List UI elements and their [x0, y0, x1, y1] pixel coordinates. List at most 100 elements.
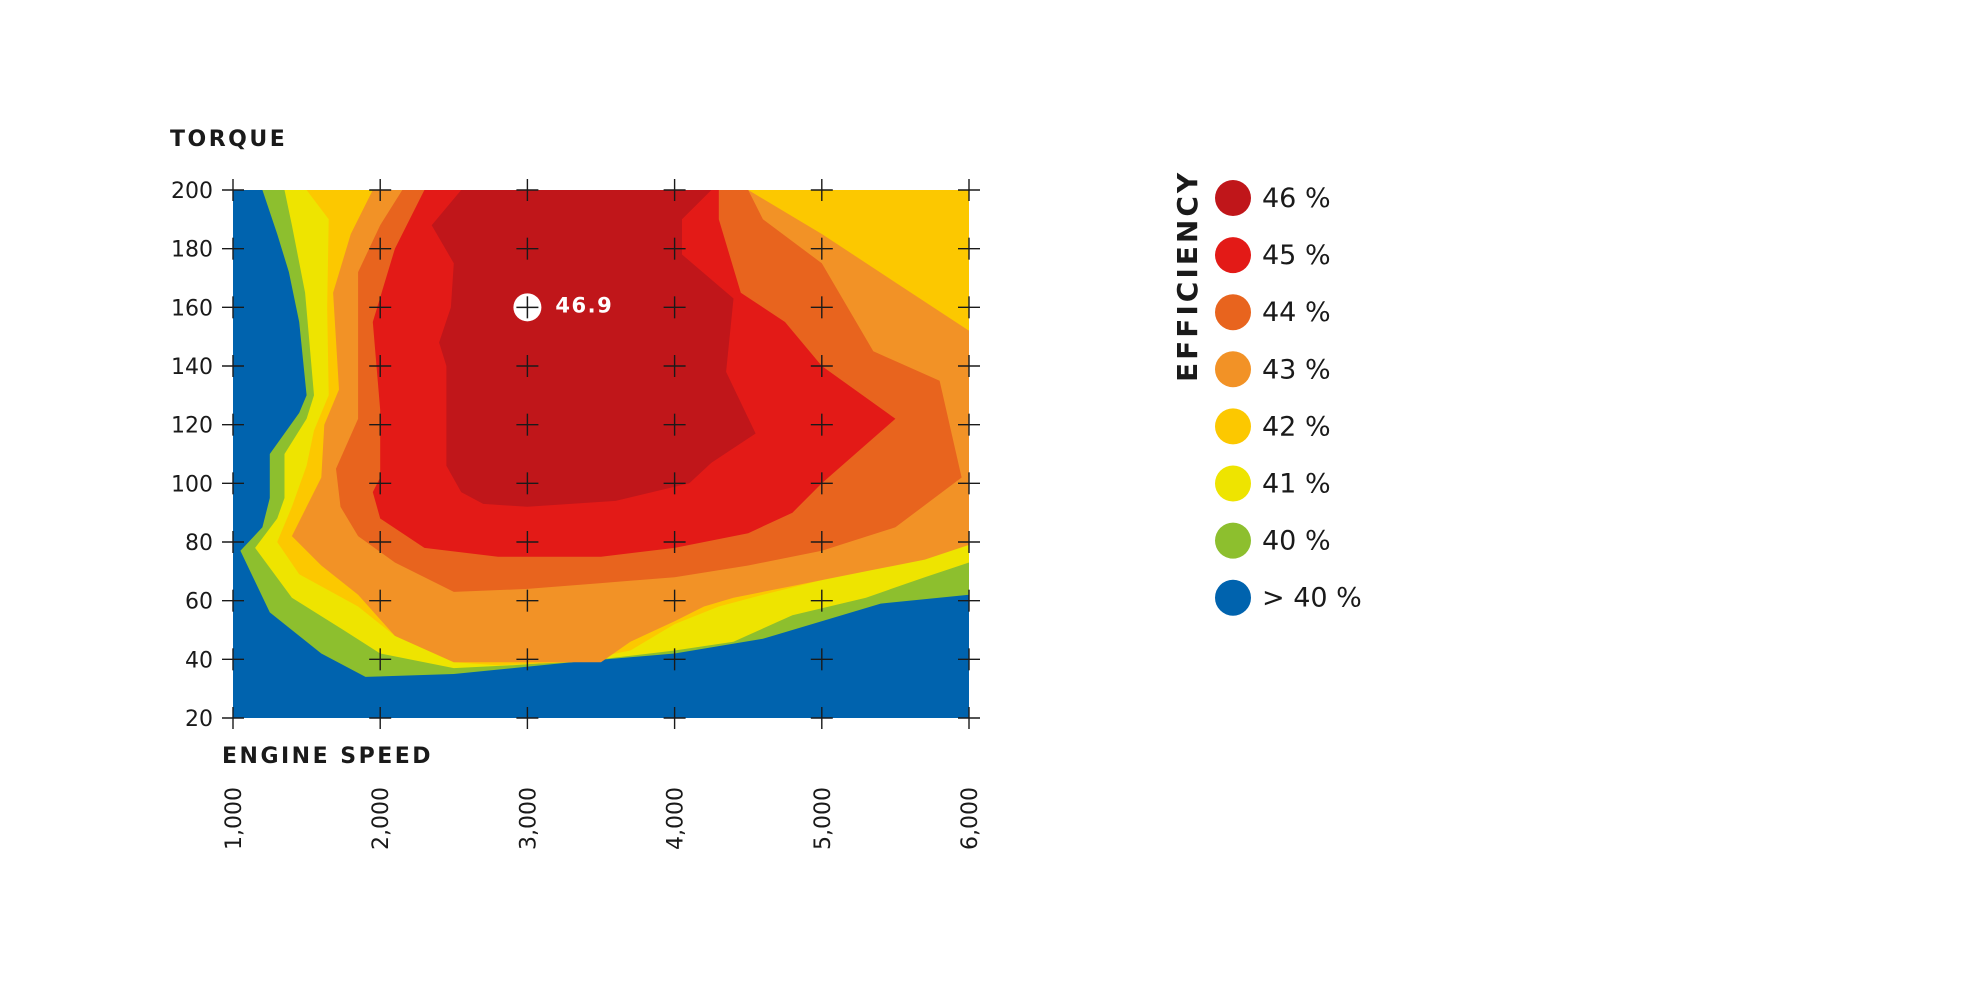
- grid-cross: [810, 472, 833, 495]
- y-tick-label: 120: [171, 414, 213, 439]
- grid-cross: [516, 355, 539, 377]
- contour-layers: [233, 190, 970, 718]
- grid-cross: [663, 355, 686, 377]
- legend-swatch: [1215, 237, 1251, 274]
- grid-cross: [516, 472, 539, 495]
- x-tick-label: 4,000: [664, 787, 689, 850]
- grid-cross: [369, 589, 392, 612]
- legend-swatch: [1215, 351, 1251, 388]
- legend-swatch: [1215, 408, 1251, 445]
- x-tick-label: 2,000: [369, 787, 394, 850]
- grid-cross: [369, 531, 392, 553]
- grid-cross: [663, 707, 686, 729]
- grid-cross: [516, 589, 539, 612]
- grid-cross: [369, 648, 392, 671]
- grid-cross: [810, 531, 833, 553]
- legend-title: EFFICIENCY: [1171, 170, 1204, 382]
- grid-cross: [663, 589, 686, 612]
- grid-cross: [369, 707, 392, 729]
- grid-cross: [369, 413, 392, 436]
- grid-cross: [222, 589, 244, 612]
- y-tick-label: 160: [171, 296, 213, 321]
- y-tick-label: 80: [185, 531, 213, 556]
- y-tick-label: 180: [171, 238, 213, 263]
- grid-cross: [958, 589, 980, 612]
- grid-cross: [222, 531, 244, 553]
- grid-cross: [958, 179, 980, 201]
- legend-label: > 40 %: [1262, 583, 1362, 614]
- grid-cross: [369, 472, 392, 495]
- x-axis-ticks: 1,000 2,000 3,000 4,000 5,000 6,000: [222, 787, 983, 850]
- x-tick-label: 6,000: [958, 787, 983, 850]
- legend: EFFICIENCY 46 % 45 % 44 % 43 % 42 % 41 % 40 % >…: [1171, 170, 1362, 616]
- grid-cross: [663, 179, 686, 201]
- grid-cross: [958, 296, 980, 319]
- grid-cross: [958, 531, 980, 553]
- grid-cross: [516, 237, 539, 260]
- grid-cross: [222, 413, 244, 436]
- grid-cross: [222, 472, 244, 495]
- grid-cross: [369, 179, 392, 201]
- legend-swatch: [1215, 294, 1251, 331]
- x-tick-label: 3,000: [516, 787, 541, 850]
- grid-cross: [663, 531, 686, 553]
- grid-cross: [222, 296, 244, 319]
- peak-marker: 46.9: [513, 293, 613, 322]
- legend-swatch: [1215, 579, 1251, 616]
- grid-cross: [810, 589, 833, 612]
- legend-label: 40 %: [1262, 526, 1331, 557]
- grid-cross: [516, 707, 539, 729]
- grid-cross: [810, 179, 833, 201]
- legend-label: 46 %: [1262, 183, 1331, 214]
- grid-cross: [369, 237, 392, 260]
- grid-cross: [222, 648, 244, 671]
- grid-cross: [810, 707, 833, 729]
- y-tick-label: 40: [185, 648, 213, 673]
- legend-label: 43 %: [1262, 354, 1331, 385]
- peak-value-label: 46.9: [555, 293, 613, 317]
- grid-cross: [958, 648, 980, 671]
- y-tick-label: 20: [185, 707, 213, 732]
- grid-cross: [516, 413, 539, 436]
- grid-cross: [810, 355, 833, 377]
- legend-label: 45 %: [1262, 240, 1331, 271]
- grid-cross: [663, 472, 686, 495]
- grid-cross: [663, 237, 686, 260]
- grid-cross: [958, 472, 980, 495]
- legend-label: 41 %: [1262, 469, 1331, 500]
- grid-cross: [222, 707, 244, 729]
- grid-cross: [810, 413, 833, 436]
- grid-cross: [663, 413, 686, 436]
- x-axis-title: ENGINE SPEED: [222, 744, 433, 769]
- grid-cross: [810, 237, 833, 260]
- legend-swatch: [1215, 522, 1251, 559]
- grid-cross: [369, 355, 392, 377]
- grid-cross: [663, 296, 686, 319]
- y-tick-label: 60: [185, 590, 213, 615]
- grid-cross: [958, 707, 980, 729]
- y-tick-label: 200: [171, 179, 213, 204]
- grid-cross: [222, 179, 244, 201]
- legend-label: 44 %: [1262, 297, 1331, 328]
- x-tick-label: 5,000: [811, 787, 836, 850]
- y-tick-label: 140: [171, 355, 213, 380]
- grid-cross: [516, 179, 539, 201]
- y-axis-title: TORQUE: [170, 127, 287, 152]
- grid-cross: [958, 413, 980, 436]
- grid-cross: [810, 648, 833, 671]
- y-axis-ticks: 200 180 160 140 120 100 80 60 40 20: [171, 179, 213, 732]
- grid-cross: [810, 296, 833, 319]
- legend-label: 42 %: [1262, 411, 1331, 442]
- grid-cross: [958, 237, 980, 260]
- grid-cross: [516, 531, 539, 553]
- grid-cross: [958, 355, 980, 377]
- x-tick-label: 1,000: [222, 787, 247, 850]
- grid-cross: [369, 296, 392, 319]
- grid-cross: [222, 237, 244, 260]
- grid-cross: [222, 355, 244, 377]
- grid-cross: [516, 648, 539, 671]
- y-tick-label: 100: [171, 472, 213, 497]
- legend-swatch: [1215, 465, 1251, 502]
- grid-cross: [663, 648, 686, 671]
